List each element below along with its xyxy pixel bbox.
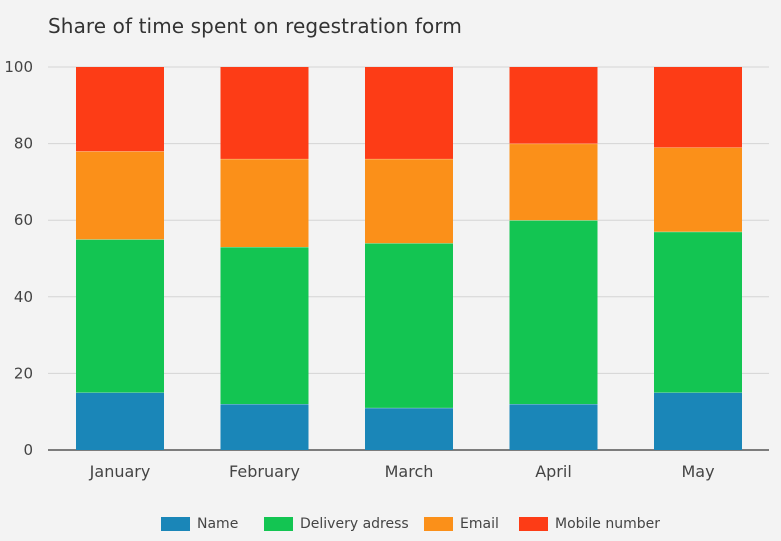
- legend-label: Name: [197, 516, 239, 532]
- bar-segment: [654, 67, 742, 148]
- bar-segment: [365, 243, 453, 408]
- bar-segment: [654, 147, 742, 232]
- legend-item: Email: [424, 512, 499, 536]
- legend-label: Email: [460, 516, 499, 532]
- y-tick-label: 0: [23, 441, 33, 459]
- bar-segment: [365, 158, 453, 244]
- bar-segment: [654, 392, 742, 450]
- bar-segment: [365, 407, 453, 450]
- y-tick-label: 20: [14, 364, 33, 382]
- legend-label: Delivery adress: [300, 516, 409, 532]
- chart-title: Share of time spent on regestration form: [48, 14, 462, 38]
- y-tick-label: 60: [14, 211, 33, 229]
- x-tick-label: March: [385, 462, 434, 481]
- bar-segment: [220, 404, 309, 450]
- bar-segment: [220, 247, 309, 405]
- bar-segment: [220, 67, 309, 159]
- legend-label: Mobile number: [555, 516, 661, 532]
- legend: Name Delivery adress Email Mobile number: [0, 512, 781, 536]
- bar-segment: [76, 151, 164, 240]
- x-tick-label: January: [89, 462, 151, 481]
- legend-item: Delivery adress: [264, 512, 409, 536]
- legend-item: Name: [161, 512, 238, 536]
- bar-segment: [76, 239, 164, 393]
- x-tick-label: April: [535, 462, 572, 481]
- bar-segment: [76, 67, 164, 152]
- legend-swatch: [264, 517, 293, 531]
- bar-segment: [509, 220, 598, 405]
- legend-swatch: [519, 517, 548, 531]
- x-tick-label: May: [681, 462, 714, 481]
- y-tick-label: 80: [14, 135, 33, 153]
- bars: [76, 67, 742, 450]
- bar-segment: [509, 404, 598, 450]
- x-axis-ticks: January February March April May: [89, 462, 715, 481]
- bar-segment: [509, 143, 598, 221]
- legend-swatch: [161, 517, 190, 531]
- bar-segment: [220, 158, 309, 248]
- legend-item: Mobile number: [519, 512, 660, 536]
- bar-segment: [76, 392, 164, 450]
- x-tick-label: February: [229, 462, 300, 481]
- bar-segment: [654, 231, 742, 393]
- y-tick-label: 40: [14, 288, 33, 306]
- y-axis-ticks: 0 20 40 60 80 100: [4, 58, 33, 459]
- chart-plot-area: 0 20 40 60 80 100 January February March April Ma…: [4, 58, 769, 481]
- y-tick-label: 100: [4, 58, 33, 76]
- bar-segment: [509, 67, 598, 144]
- bar-segment: [365, 67, 453, 159]
- legend-swatch: [424, 517, 453, 531]
